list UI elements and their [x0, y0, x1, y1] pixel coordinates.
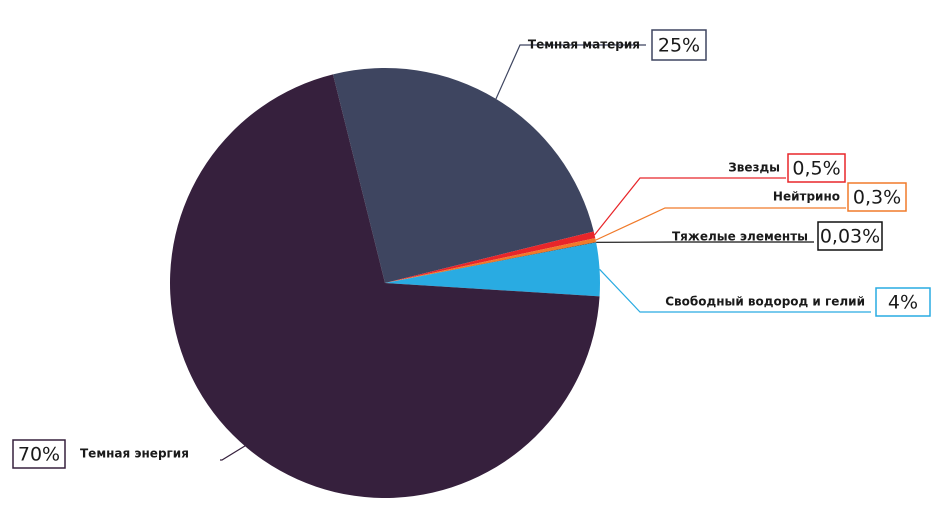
pie-slice	[385, 231, 596, 283]
value-box	[875, 287, 931, 317]
pie-slice	[385, 242, 597, 283]
slice-label: Нейтрино	[773, 190, 840, 204]
leader-line	[495, 44, 646, 100]
slice-label: Тяжелые элементы	[672, 230, 808, 244]
leader-line	[599, 268, 871, 313]
value-box	[787, 153, 846, 183]
pie-slice	[385, 238, 597, 283]
leader-line	[595, 207, 846, 241]
value-box	[817, 221, 883, 251]
value-box	[651, 29, 707, 61]
slice-label: Темная материя	[528, 38, 640, 52]
value-label: 25%	[658, 35, 700, 57]
value-label: 70%	[18, 444, 60, 466]
pie-slice	[332, 68, 594, 284]
pie-slice	[169, 74, 600, 499]
slice-label: Звезды	[728, 161, 780, 175]
value-label: 4%	[888, 292, 918, 314]
value-box	[12, 439, 66, 469]
value-label: 0,3%	[853, 187, 901, 209]
slice-label: Свободный водород и гелий	[665, 295, 865, 309]
pie-slice	[385, 242, 600, 297]
leader-line	[594, 177, 786, 236]
value-label: 0,5%	[792, 158, 840, 180]
value-box	[847, 182, 907, 212]
value-label: 0,03%	[820, 226, 880, 248]
leader-line	[220, 440, 255, 461]
slice-label: Темная энергия	[80, 447, 189, 461]
